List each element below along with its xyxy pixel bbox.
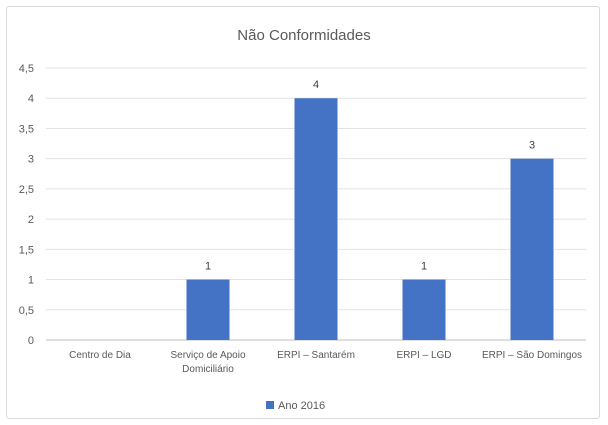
legend: Ano 2016	[266, 400, 325, 412]
y-tick-label: 0	[28, 335, 34, 347]
x-axis-categories: Centro de Dia Serviço de Apoio Domiciliári…	[69, 350, 582, 375]
x-category-label: ERPI – Santarém	[277, 350, 355, 361]
y-tick-label: 2	[28, 214, 34, 226]
y-tick-label: 3	[28, 154, 34, 166]
data-label: 1	[205, 261, 211, 273]
y-tick-label: 4	[28, 93, 34, 105]
chart-title: Não Conformidades	[237, 27, 370, 44]
y-tick-label: 4,5	[19, 63, 34, 75]
bars	[186, 98, 554, 340]
legend-swatch	[266, 401, 274, 409]
y-tick-label: 1	[28, 275, 34, 287]
data-label: 3	[529, 140, 535, 152]
x-category-label: Serviço de Apoio	[170, 350, 245, 361]
legend-label: Ano 2016	[278, 400, 325, 412]
y-tick-label: 2,5	[19, 184, 34, 196]
data-labels: 1 4 1 3	[205, 79, 535, 272]
x-category-label: ERPI – LGD	[396, 350, 451, 361]
x-category-label: Domiciliário	[182, 364, 234, 375]
y-tick-label: 0,5	[19, 305, 34, 317]
y-tick-label: 3,5	[19, 123, 34, 135]
bar	[294, 98, 338, 340]
data-label: 1	[421, 261, 427, 273]
data-label: 4	[313, 79, 319, 91]
y-tick-label: 1,5	[19, 244, 34, 256]
x-category-label: ERPI – São Domingos	[482, 350, 582, 361]
x-category-label: Centro de Dia	[69, 350, 131, 361]
y-axis-ticks: 0 0,5 1 1,5 2 2,5 3 3,5 4 4,5	[19, 63, 34, 347]
bar	[186, 279, 230, 340]
bar	[402, 279, 446, 340]
bar	[510, 158, 554, 340]
